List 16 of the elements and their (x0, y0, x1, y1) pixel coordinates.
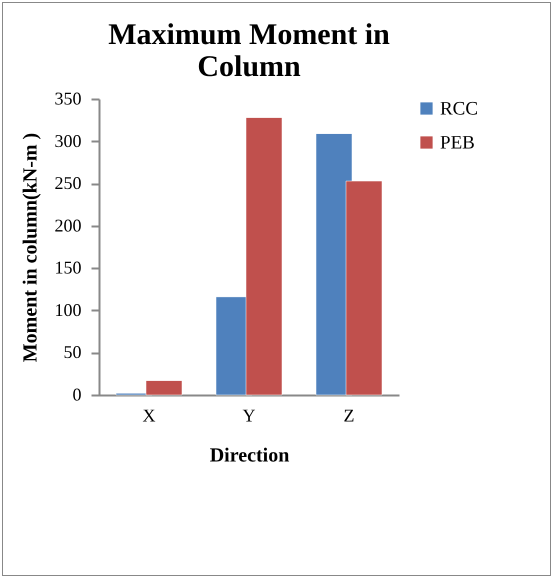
y-tick-label: 350 (54, 88, 82, 108)
y-tick-label: 200 (54, 215, 82, 236)
x-tick-label: Y (242, 406, 256, 426)
legend-label: RCC (440, 98, 478, 120)
y-axis-title: Moment in column(kN-m ) (20, 132, 42, 362)
x-tick-label: X (142, 406, 156, 426)
legend-label: PEB (440, 132, 475, 154)
y-tick-label: 0 (72, 384, 82, 404)
y-tick-label: 50 (64, 342, 82, 362)
y-tick-label: 250 (54, 173, 82, 194)
y-tick-label: 150 (54, 258, 82, 278)
y-tick-label: 300 (54, 130, 82, 151)
x-axis-title: Direction (210, 444, 290, 466)
chart-title: Maximum Moment in Column (108, 18, 390, 83)
y-tick-label: 100 (54, 300, 82, 320)
x-tick-label: Z (344, 406, 354, 426)
